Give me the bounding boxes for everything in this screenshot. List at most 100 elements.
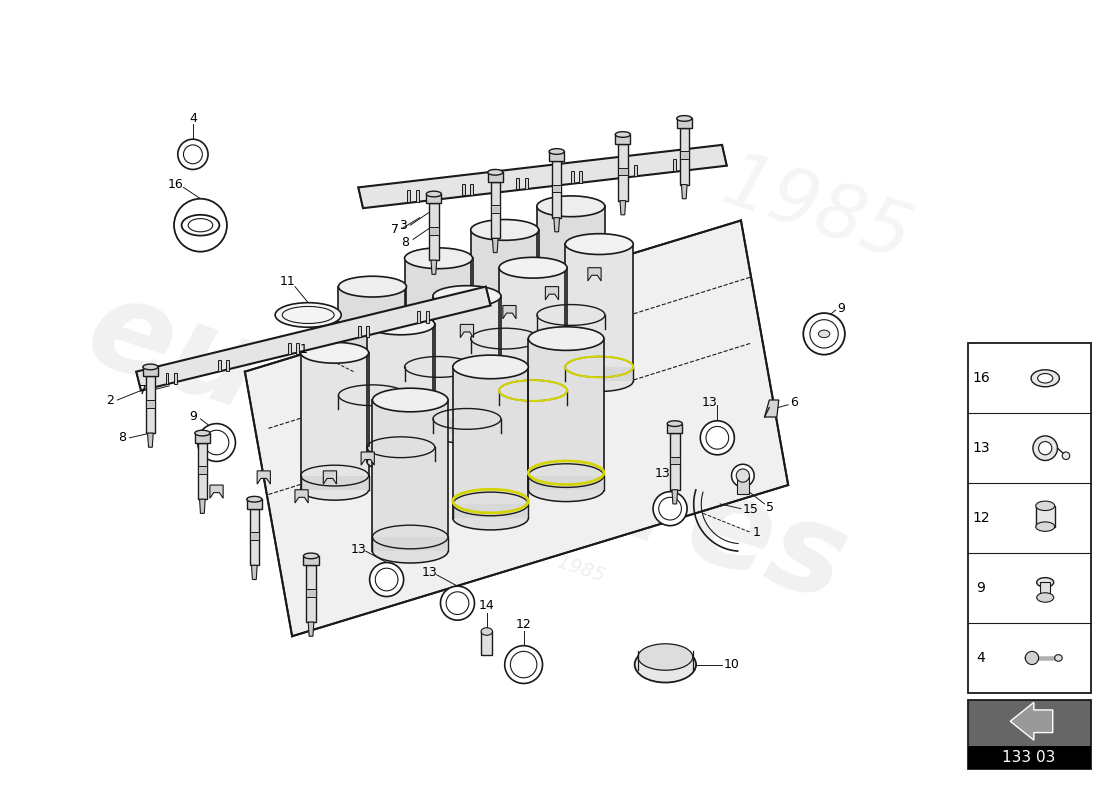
- Polygon shape: [491, 182, 501, 238]
- Polygon shape: [587, 268, 601, 281]
- Polygon shape: [453, 504, 528, 518]
- Ellipse shape: [537, 196, 605, 217]
- Polygon shape: [417, 311, 420, 322]
- Polygon shape: [615, 134, 630, 144]
- Ellipse shape: [528, 326, 604, 350]
- Polygon shape: [552, 161, 561, 218]
- Ellipse shape: [366, 314, 434, 335]
- Polygon shape: [764, 400, 779, 417]
- Polygon shape: [537, 206, 605, 329]
- Polygon shape: [554, 218, 560, 232]
- Bar: [552, 185, 561, 192]
- Text: 13: 13: [654, 467, 670, 480]
- Polygon shape: [681, 159, 684, 170]
- Circle shape: [1038, 442, 1052, 455]
- Text: 15: 15: [742, 503, 758, 516]
- Polygon shape: [549, 151, 564, 161]
- Bar: [429, 227, 439, 234]
- Bar: [1041, 582, 1049, 598]
- Text: 4: 4: [977, 651, 986, 665]
- Ellipse shape: [1037, 374, 1053, 383]
- Text: 1985: 1985: [713, 146, 921, 276]
- Text: 9: 9: [837, 302, 845, 315]
- Text: a passion for excellence since 1985: a passion for excellence since 1985: [270, 460, 607, 586]
- Ellipse shape: [1036, 578, 1054, 587]
- Polygon shape: [493, 238, 498, 253]
- Polygon shape: [525, 178, 528, 189]
- Polygon shape: [528, 475, 604, 490]
- Polygon shape: [143, 367, 158, 376]
- Circle shape: [732, 464, 755, 487]
- Polygon shape: [546, 286, 559, 300]
- Ellipse shape: [615, 132, 630, 138]
- Polygon shape: [470, 184, 473, 195]
- Polygon shape: [431, 260, 437, 274]
- Ellipse shape: [339, 276, 407, 297]
- Polygon shape: [433, 419, 500, 433]
- Text: 10: 10: [724, 658, 739, 671]
- Ellipse shape: [528, 478, 604, 502]
- Polygon shape: [250, 509, 260, 566]
- Text: eurospares: eurospares: [73, 268, 861, 627]
- Polygon shape: [499, 390, 568, 405]
- Polygon shape: [323, 471, 337, 484]
- Polygon shape: [676, 118, 692, 128]
- Bar: [670, 457, 680, 464]
- Ellipse shape: [453, 355, 528, 378]
- Ellipse shape: [537, 318, 605, 339]
- Polygon shape: [366, 325, 434, 462]
- Circle shape: [174, 198, 227, 252]
- Ellipse shape: [433, 422, 500, 443]
- Text: 8: 8: [118, 431, 127, 444]
- Polygon shape: [565, 367, 634, 381]
- Text: 13: 13: [702, 396, 717, 410]
- Circle shape: [803, 313, 845, 354]
- Ellipse shape: [195, 430, 210, 436]
- Ellipse shape: [453, 506, 528, 530]
- Circle shape: [1025, 651, 1038, 665]
- Text: 9: 9: [977, 581, 986, 595]
- Polygon shape: [227, 360, 229, 371]
- Ellipse shape: [481, 628, 493, 635]
- Polygon shape: [136, 286, 491, 390]
- Polygon shape: [416, 190, 418, 202]
- Ellipse shape: [339, 399, 407, 420]
- Polygon shape: [300, 353, 368, 490]
- Polygon shape: [429, 203, 439, 260]
- Bar: [680, 151, 689, 159]
- Text: 3: 3: [398, 218, 407, 232]
- Ellipse shape: [304, 553, 319, 558]
- Polygon shape: [373, 537, 448, 551]
- Polygon shape: [339, 286, 407, 410]
- Text: 5: 5: [767, 502, 774, 514]
- Polygon shape: [199, 499, 206, 514]
- Polygon shape: [147, 433, 153, 447]
- Text: 6: 6: [790, 396, 798, 410]
- Text: 12: 12: [516, 618, 531, 631]
- Bar: [491, 206, 501, 213]
- Ellipse shape: [405, 248, 473, 269]
- Bar: [481, 631, 493, 655]
- Text: 4: 4: [189, 112, 197, 125]
- Polygon shape: [537, 315, 605, 329]
- Text: 13: 13: [972, 441, 990, 455]
- Polygon shape: [359, 145, 727, 208]
- Text: 1: 1: [299, 343, 307, 357]
- Bar: [968, 343, 1090, 693]
- Text: 1: 1: [754, 526, 761, 538]
- Ellipse shape: [300, 479, 368, 500]
- Ellipse shape: [565, 370, 634, 391]
- Ellipse shape: [549, 149, 564, 154]
- Polygon shape: [571, 171, 574, 182]
- Ellipse shape: [1036, 501, 1055, 510]
- Polygon shape: [620, 201, 626, 215]
- Ellipse shape: [487, 170, 503, 175]
- Polygon shape: [195, 433, 210, 442]
- Bar: [968, 746, 1090, 769]
- Polygon shape: [257, 471, 271, 484]
- Polygon shape: [672, 490, 678, 504]
- Circle shape: [178, 139, 208, 170]
- Bar: [737, 475, 748, 494]
- Polygon shape: [668, 424, 682, 433]
- Text: 16: 16: [972, 371, 990, 386]
